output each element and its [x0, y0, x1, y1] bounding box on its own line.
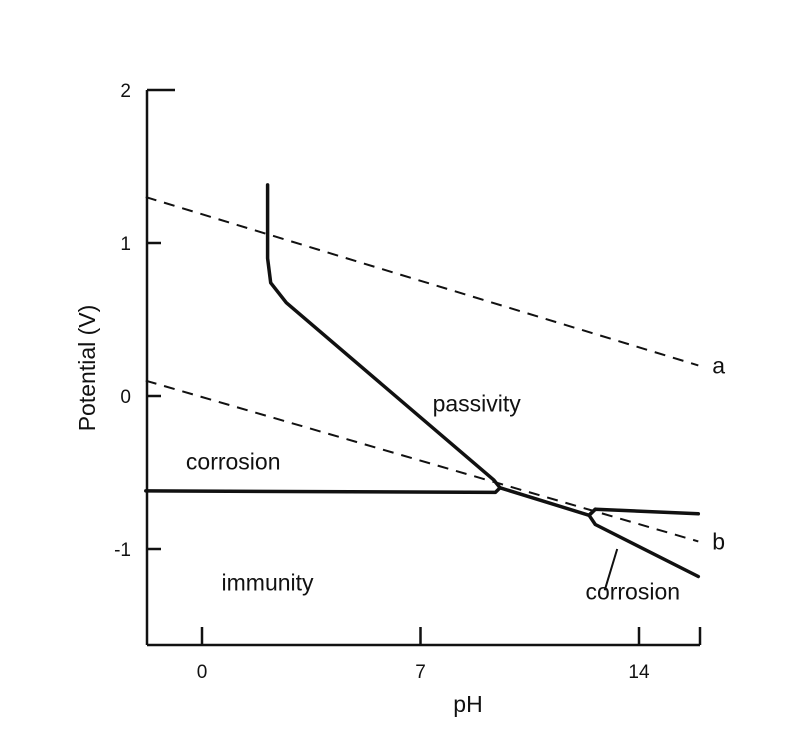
dashed-line-label-b: b: [712, 528, 725, 554]
x-tick-label: 7: [415, 662, 426, 683]
y-tick-label: 0: [120, 387, 131, 408]
x-tick-label: 14: [628, 662, 650, 683]
x-axis-title: pH: [453, 691, 482, 717]
boundary-line: [144, 486, 701, 518]
y-tick-label: 2: [120, 81, 131, 102]
boundary-line: [587, 507, 701, 579]
region-label: corrosion: [585, 578, 680, 604]
plot-frame: [145, 90, 702, 647]
y-axis-ticks: 2 1 0 -1: [114, 81, 175, 561]
region-label: corrosion: [186, 448, 281, 474]
region-labels: passivity corrosion immunity corrosion: [186, 390, 680, 604]
label-pointer-line: [603, 548, 619, 591]
dashed-line-label-a: a: [712, 352, 725, 378]
x-axis-ticks: 0 7 14: [197, 627, 650, 683]
region-label: passivity: [433, 390, 522, 416]
boundary-line: [265, 183, 502, 490]
x-tick-label: 0: [197, 662, 208, 683]
y-tick-label: 1: [120, 234, 131, 255]
phase-boundaries: [144, 183, 701, 591]
y-tick-label: -1: [114, 540, 131, 561]
dashed-lines: ab: [145, 196, 725, 554]
y-axis-title: Potential (V): [74, 305, 100, 432]
dashed-line-b: [145, 379, 699, 543]
dashed-line-a: [145, 196, 699, 367]
region-label: immunity: [222, 569, 315, 595]
